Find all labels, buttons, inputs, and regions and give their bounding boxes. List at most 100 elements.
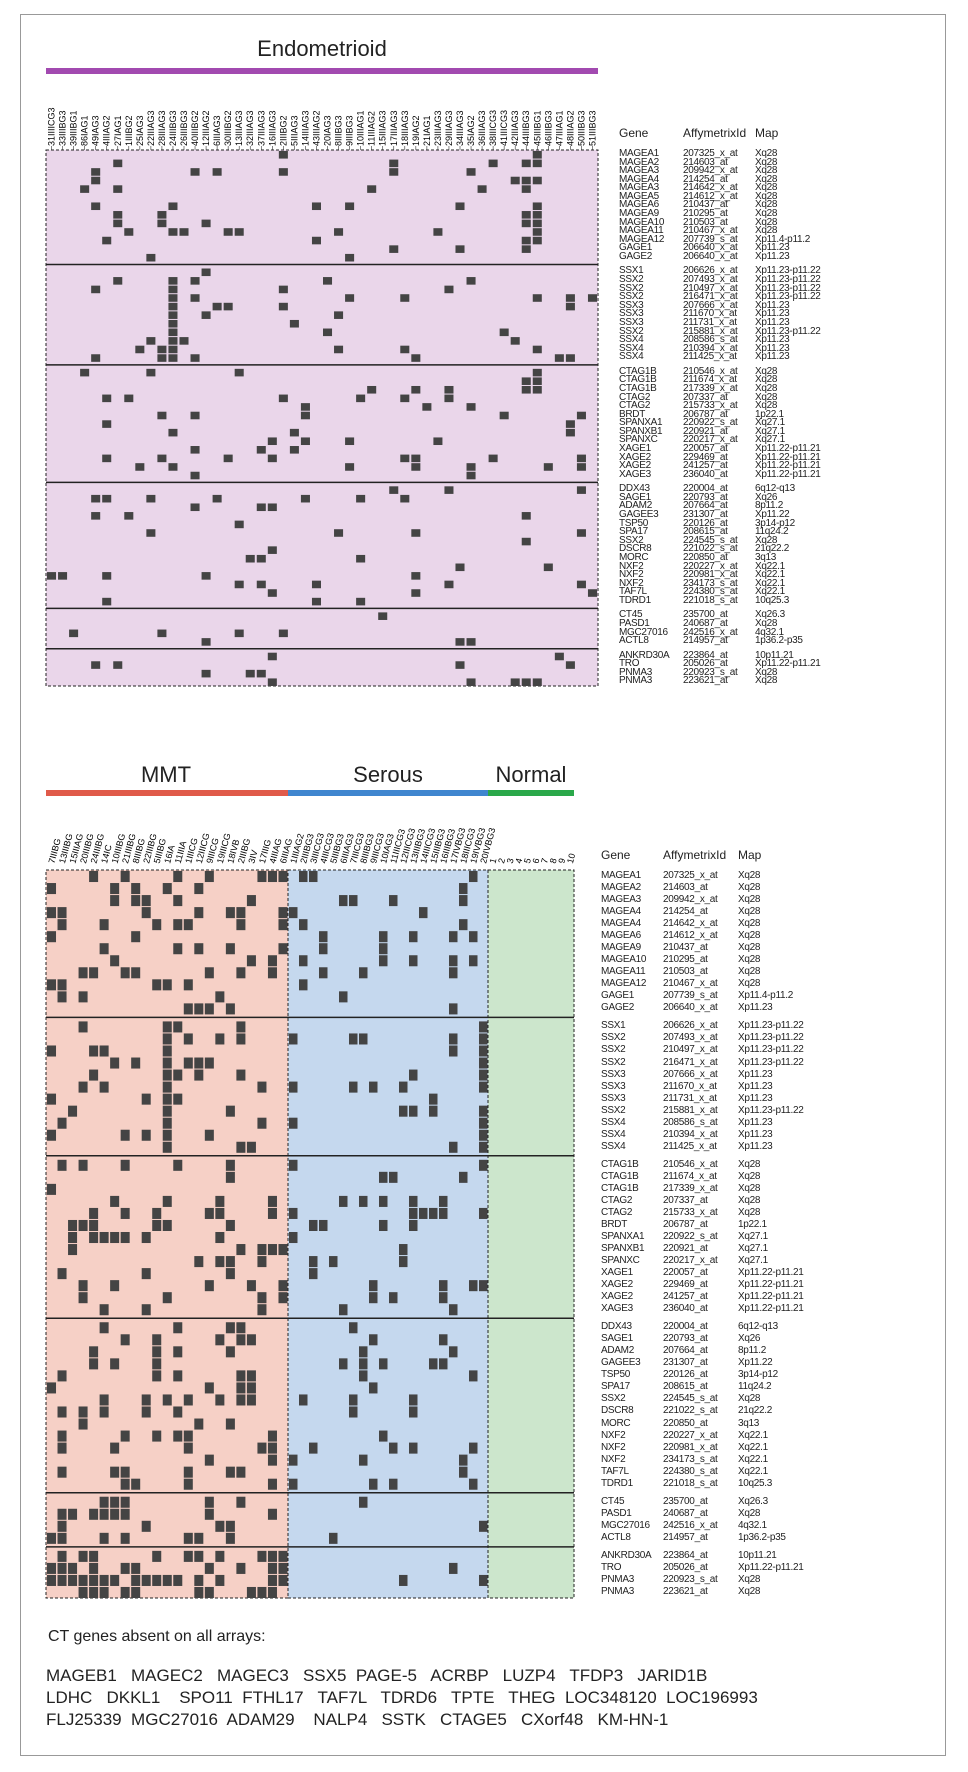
positive-cell	[110, 955, 120, 967]
positive-cell	[510, 337, 520, 345]
gene-label: ADAM2	[619, 500, 652, 512]
positive-cell	[110, 1442, 120, 1454]
positive-cell	[204, 1057, 214, 1069]
gene-label: MAGEA10	[601, 954, 647, 966]
map-label: Xq28	[738, 978, 761, 990]
positive-cell	[89, 967, 99, 979]
positive-cell	[267, 546, 277, 554]
sample-label: 50IIIBG3	[576, 110, 586, 146]
gene-label: MAGEA4	[601, 906, 641, 918]
positive-cell	[369, 1280, 378, 1292]
positive-cell	[409, 1105, 418, 1117]
positive-cell	[168, 337, 178, 345]
affy-id-label: 241257_at	[683, 460, 728, 472]
positive-cell	[152, 1219, 162, 1231]
positive-cell	[201, 311, 211, 319]
sample-label: 24IIIBG3	[168, 110, 178, 146]
gene-label: PNMA3	[601, 1585, 634, 1597]
map-label: Xq28	[755, 199, 778, 211]
map-label: Xq27.1	[755, 417, 785, 429]
positive-cell	[449, 1304, 458, 1316]
absent-genes-line-3: FLJ25339 MGC27016 ADAM29 NALP4 SSTK CTAG…	[46, 1710, 669, 1729]
affy-id-label: 217339_x_at	[683, 382, 738, 394]
gene-label: MAGEA11	[601, 966, 646, 978]
positive-cell	[576, 463, 586, 471]
positive-cell	[194, 943, 204, 955]
positive-cell	[429, 1093, 438, 1105]
gene-label: SPANXB1	[601, 1243, 645, 1255]
positive-cell	[329, 1256, 338, 1268]
gene-label: PASD1	[619, 617, 650, 629]
positive-cell	[131, 883, 141, 895]
sample-label: 29IIIAG3	[444, 110, 454, 146]
positive-cell	[78, 1574, 88, 1586]
positive-cell	[345, 202, 355, 211]
positive-cell	[289, 446, 299, 454]
positive-cell	[168, 294, 178, 302]
positive-cell	[204, 1382, 214, 1394]
sample-label: 12IIIAG2	[201, 110, 211, 146]
gene-label: TSP50	[619, 517, 649, 529]
gene-label: NXF2	[601, 1429, 626, 1441]
gene-label: MAGEA6	[601, 930, 641, 942]
positive-cell	[141, 1304, 151, 1316]
gene-label: TDRD1	[619, 594, 651, 606]
positive-cell	[455, 661, 465, 669]
positive-cell	[190, 168, 200, 176]
affy-id-label: 214603_at	[663, 882, 708, 894]
positive-cell	[479, 1057, 488, 1069]
positive-cell	[409, 1195, 418, 1207]
affy-id-label: 221018_s_at	[683, 594, 738, 606]
positive-cell	[439, 1358, 448, 1370]
positive-cell	[278, 151, 288, 159]
positive-cell	[236, 1370, 246, 1382]
gene-label: SSX2	[601, 1044, 626, 1056]
positive-cell	[212, 302, 222, 311]
positive-cell	[565, 294, 575, 302]
map-label: Xp11.23	[755, 299, 790, 311]
positive-cell	[68, 1219, 78, 1231]
affy-id-label: 215881_x_at	[663, 1104, 718, 1116]
normal-bar	[488, 790, 574, 796]
map-label: Xq28	[738, 1182, 761, 1194]
map-label: Xp11.23	[755, 351, 790, 363]
map-label: Xq28	[738, 918, 761, 930]
positive-cell	[152, 919, 162, 931]
sample-label: 4IIIAG2	[102, 115, 112, 146]
positive-cell	[334, 228, 344, 236]
positive-cell	[389, 159, 399, 168]
positive-cell	[256, 446, 266, 454]
gene-label: SPANXB1	[619, 425, 663, 437]
map-label: Xq28	[738, 930, 761, 942]
sample-label: 1IIIBG2	[124, 115, 134, 146]
affy-id-label: 236040_at	[683, 468, 728, 480]
positive-cell	[554, 652, 564, 661]
map-label: Xp11.23	[755, 316, 790, 328]
affy-id-label: 214254_at	[683, 173, 728, 185]
positive-cell	[245, 554, 255, 563]
absent-genes-title: CT genes absent on all arrays:	[48, 1628, 266, 1645]
positive-cell	[146, 494, 156, 503]
positive-cell	[183, 979, 193, 991]
gene-label: MORC	[601, 1417, 631, 1429]
positive-cell	[439, 1195, 448, 1207]
positive-cell	[204, 871, 214, 883]
sample-label: 39IIIBG1	[69, 110, 79, 146]
positive-cell	[278, 1574, 288, 1586]
positive-cell	[466, 403, 476, 411]
positive-cell	[236, 1021, 246, 1033]
positive-cell	[289, 1207, 298, 1219]
map-label: Xp11.23-p11.22	[738, 1044, 804, 1056]
positive-cell	[204, 1003, 214, 1015]
positive-cell	[162, 1093, 172, 1105]
positive-cell	[359, 1454, 368, 1466]
positive-cell	[449, 955, 458, 967]
map-label: Xp11.23	[755, 342, 790, 354]
positive-cell	[102, 394, 112, 403]
positive-cell	[444, 394, 454, 403]
sample-label: 13IIIAG3	[234, 110, 244, 146]
positive-cell	[400, 345, 410, 354]
sample-label: 21IAG1	[422, 115, 432, 146]
sample-label: 8IIIBG3	[334, 115, 344, 146]
positive-cell	[246, 1280, 256, 1292]
